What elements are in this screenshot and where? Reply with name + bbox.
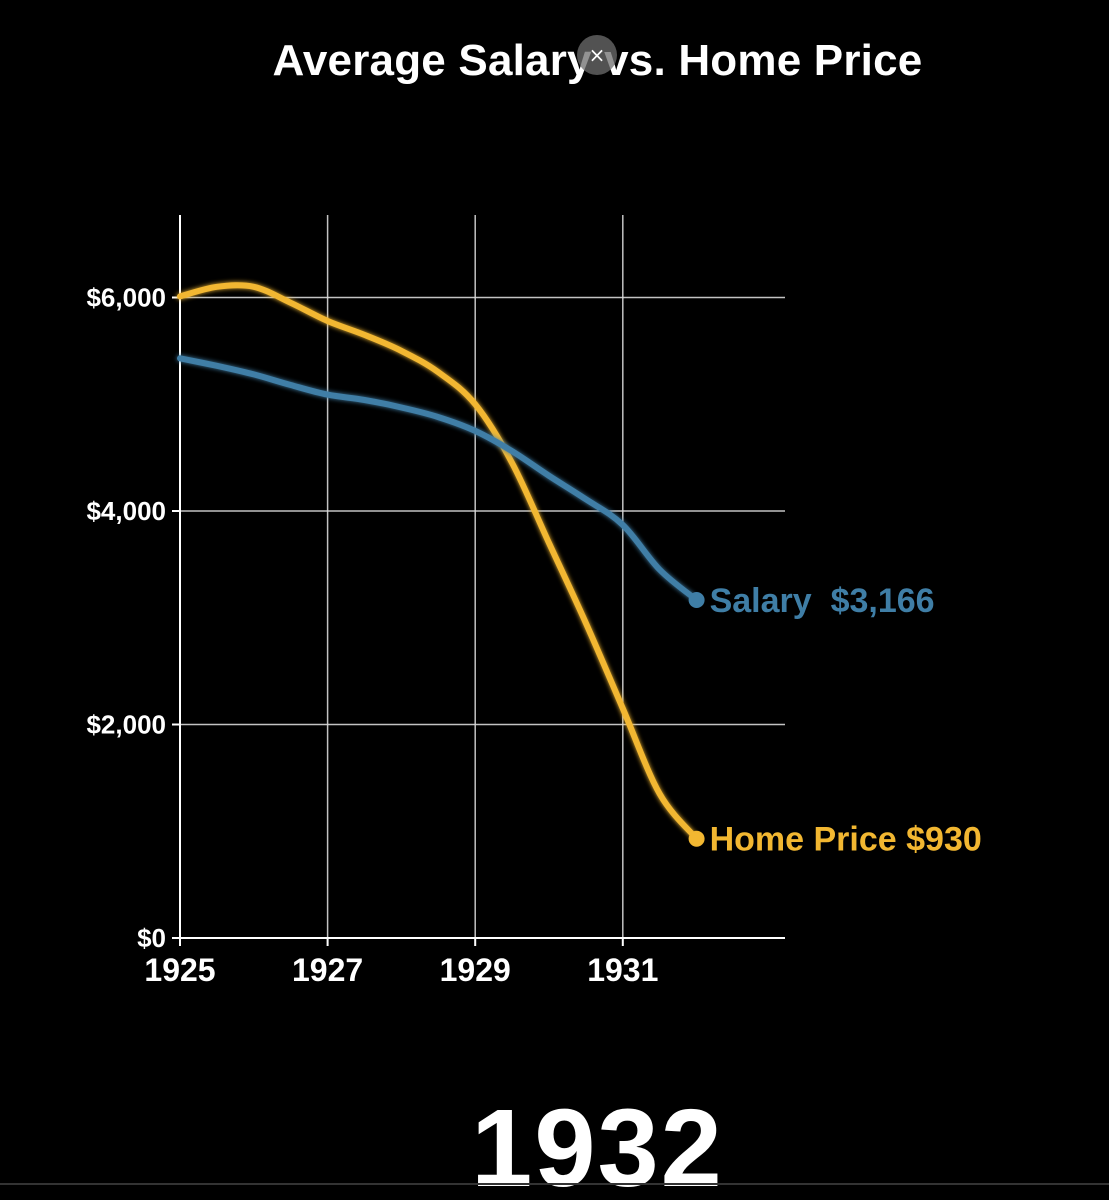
x-tick-label: 1929 (440, 952, 511, 988)
home-price-point (688, 830, 705, 847)
x-tick-label: 1931 (587, 952, 658, 988)
axes (172, 215, 785, 946)
bottom-divider (0, 1183, 1109, 1185)
series (177, 282, 705, 847)
salary-end-label: Salary $3,166 (710, 582, 935, 620)
tick-labels: $0 $2,000 $4,000 $6,000 1925 1927 1929 1931 (86, 283, 658, 989)
y-tick-label: $4,000 (86, 496, 166, 526)
grid (180, 215, 785, 938)
home-price-line (177, 282, 700, 842)
close-icon[interactable]: × (577, 35, 617, 75)
salary-line (177, 355, 700, 603)
x-tick-label: 1927 (292, 952, 363, 988)
salary-point (688, 592, 705, 609)
x-tick-label: 1925 (144, 952, 215, 988)
y-tick-label: $0 (137, 923, 166, 953)
y-tick-label: $2,000 (86, 710, 166, 740)
series-end-labels: Home Price $930 Salary $3,166 (710, 582, 982, 859)
home-price-end-label: Home Price $930 (710, 821, 982, 859)
y-tick-label: $6,000 (86, 283, 166, 313)
current-year-label: 1932 (471, 1087, 724, 1200)
